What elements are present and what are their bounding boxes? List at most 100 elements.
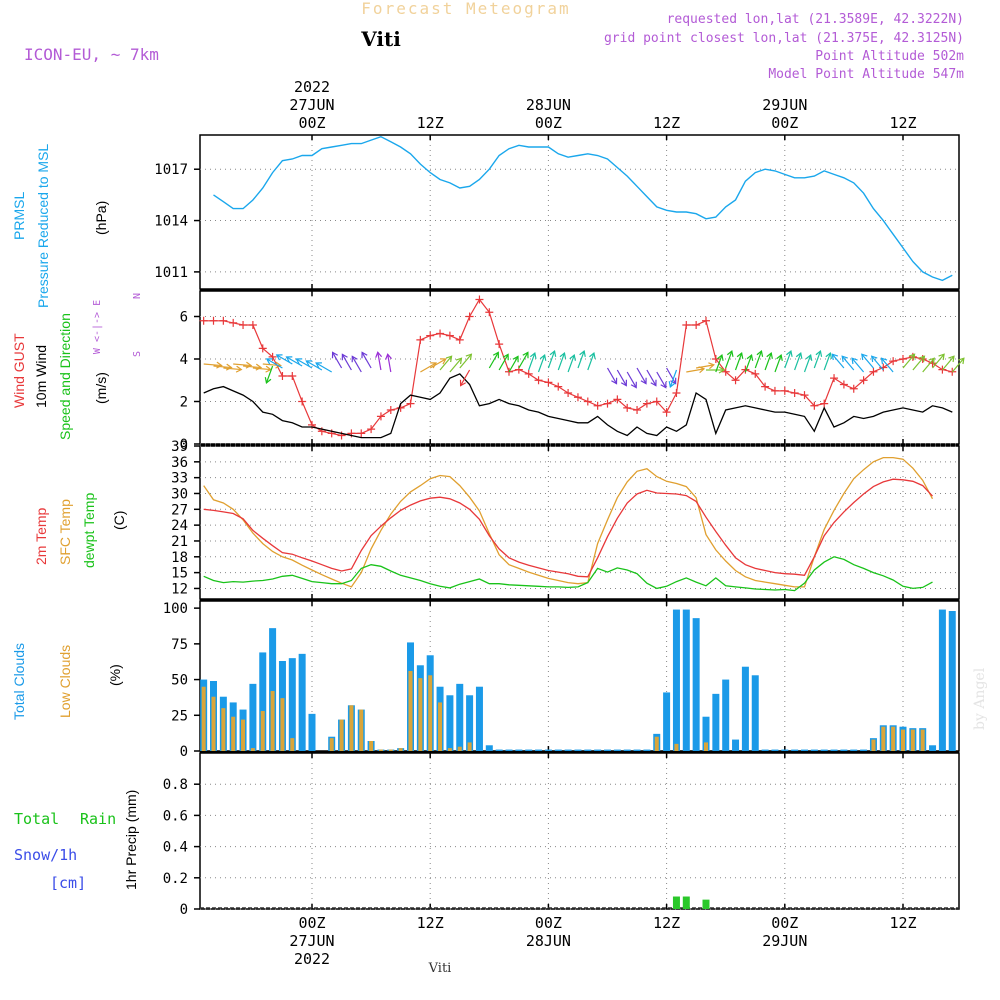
wind-direction-arrow (587, 351, 596, 371)
wind-arrow-head (756, 349, 764, 357)
time-label: 2022 (294, 950, 330, 968)
wind-direction-arrow (265, 358, 283, 369)
wind-direction-arrow (385, 353, 392, 373)
gust-marker (603, 399, 612, 408)
low-clouds-bar (260, 711, 265, 751)
wind-arrow-head (549, 349, 557, 357)
wind-arrow-head (522, 351, 529, 359)
wind-direction-arrow (420, 362, 437, 373)
wind-arrow-head (492, 351, 499, 359)
y-tick-label: 24 (171, 518, 188, 534)
total-clouds-bar (604, 749, 611, 751)
wind-arrow-shaft (695, 364, 714, 369)
wind-arrow-shaft (587, 352, 595, 371)
wind-arrow-shaft (715, 354, 723, 373)
total-clouds-bar (574, 749, 582, 751)
low-clouds-bar (378, 749, 383, 751)
temp-sfc-label: SFC Temp (57, 499, 73, 565)
wind-arrow-shaft (823, 352, 831, 371)
wind-arrow-shaft (666, 367, 677, 384)
gust-marker (357, 429, 366, 438)
wind-arrow-shaft (296, 358, 313, 369)
low-clouds-bar (674, 743, 679, 751)
wind-direction-arrow (315, 362, 333, 373)
time-label: 12Z (889, 914, 916, 932)
credit-label: by Angel (972, 667, 988, 730)
gust-marker (199, 316, 208, 325)
gust-marker (268, 352, 277, 361)
y-tick-label: 50 (171, 673, 188, 689)
gust-marker (416, 335, 425, 344)
total-clouds-bar (682, 609, 690, 751)
total-clouds-bar (751, 675, 759, 751)
compass-icon: N W <-|-> E S (92, 293, 143, 357)
total-clouds-bar (466, 695, 474, 751)
low-clouds-bar (349, 705, 354, 751)
wind-arrow-shaft (636, 367, 647, 384)
gust-marker (682, 321, 691, 329)
gust-marker (376, 412, 385, 421)
low-clouds-bar (418, 678, 423, 751)
gust-marker (633, 406, 642, 414)
chart-title: Forecast Meteogram (361, 0, 570, 18)
gust-marker (248, 321, 257, 329)
wind-arrow-shaft (871, 355, 884, 371)
wind-arrow-head (285, 356, 293, 363)
wind-direction-arrow (695, 362, 715, 370)
wind-arrow-shaft (265, 365, 274, 384)
wind-direction-arrow (656, 371, 667, 389)
gust-marker (692, 321, 701, 329)
y-tick-label: 30 (171, 486, 188, 502)
gust-marker (219, 316, 228, 325)
wind-direction-arrow (459, 369, 471, 387)
compass-east-west: W <-|-> E (92, 300, 103, 354)
total-clouds-bar (781, 749, 789, 751)
wind-arrow-head (465, 353, 473, 361)
gust-marker (780, 386, 789, 395)
y-tick-label: 0.2 (163, 871, 188, 887)
wind-arrow-head (445, 355, 453, 363)
wind-direction-arrow (626, 371, 637, 389)
low-clouds-bar (329, 738, 334, 751)
gust-marker (839, 380, 848, 389)
time-label: 12Z (653, 114, 680, 132)
wind-arrow-shaft (332, 352, 343, 369)
total-clouds-bar (544, 749, 552, 751)
total-clouds-bar (722, 679, 730, 751)
wind-arrow-head (766, 351, 773, 359)
low-clouds-bar (339, 719, 344, 751)
total-clouds-bar (288, 658, 296, 751)
wind-direction-arrow (361, 351, 372, 369)
wind-direction-arrow (616, 369, 627, 387)
wind-arrow-head (880, 357, 888, 365)
total-clouds-bar (771, 749, 779, 751)
sfc-temp-line (203, 456, 934, 588)
precip-axis-label: 1hr Precip (mm) (123, 790, 139, 890)
low-clouds-bar (280, 698, 285, 751)
total-clouds-label: Total Clouds (11, 643, 27, 720)
wind-arrow-head (870, 355, 878, 363)
low-clouds-label: Low Clouds (57, 645, 73, 718)
wind-direction-arrow (754, 349, 764, 369)
wind-arrow-shaft (557, 352, 566, 371)
gust-marker (367, 425, 376, 434)
wind-direction-arrow (351, 355, 362, 373)
wind-direction-arrow (498, 353, 509, 371)
wind-arrow-head (459, 379, 466, 387)
total-clouds-bar (850, 749, 858, 751)
wind-direction-arrow (902, 353, 916, 369)
low-clouds-bar (388, 749, 393, 751)
wind-arrow-shaft (488, 352, 499, 369)
wind-direction-arrow (233, 361, 253, 369)
wind-arrow-head (928, 357, 936, 365)
snow-unit-label: [cm] (50, 874, 86, 892)
low-clouds-bar (654, 736, 659, 751)
wind-arrow-shaft (813, 350, 822, 369)
wind-arrow-shaft (754, 350, 763, 369)
wind-arrow-head (512, 355, 519, 363)
wind-arrow-shaft (764, 352, 772, 371)
low-clouds-bar (369, 741, 374, 751)
wind-arrow-shaft (831, 353, 845, 369)
